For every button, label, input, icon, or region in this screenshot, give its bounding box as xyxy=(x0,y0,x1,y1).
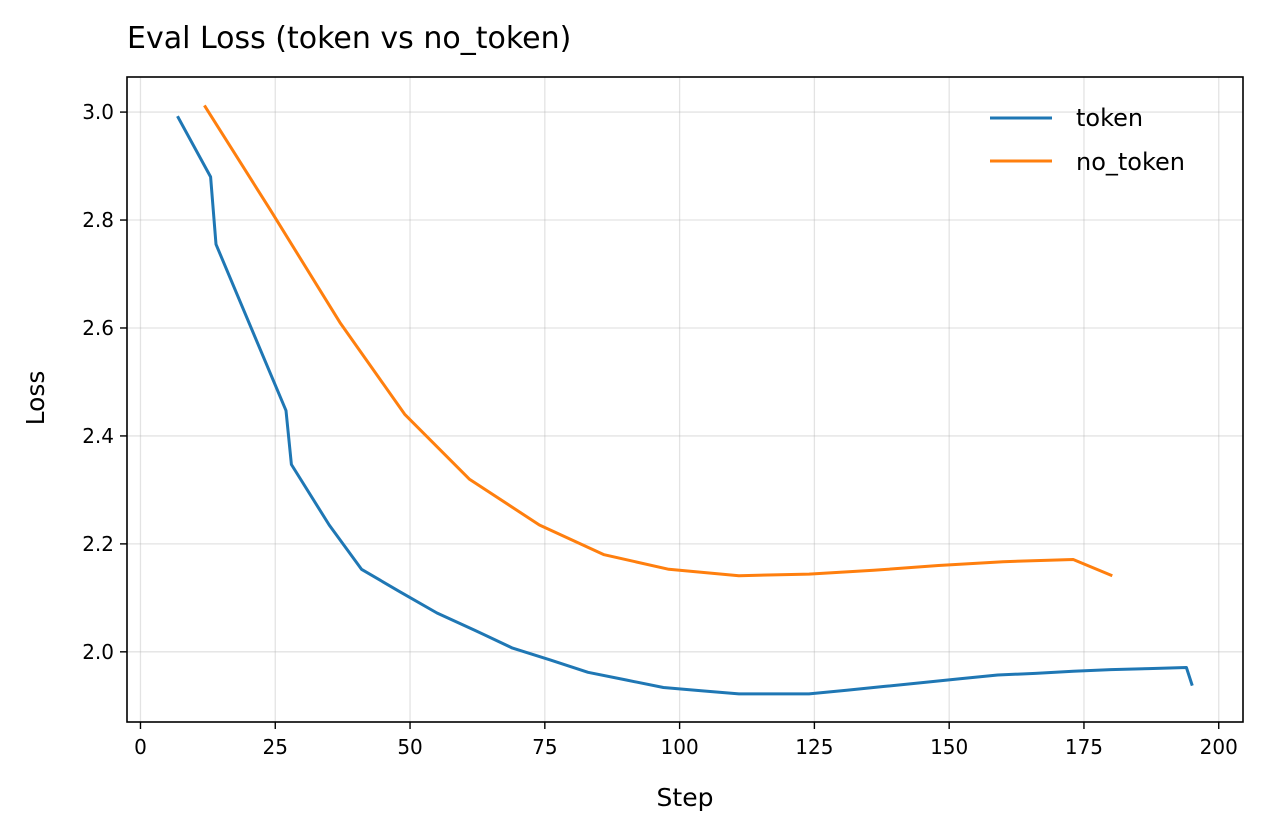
y-tick-label: 2.4 xyxy=(82,424,114,448)
x-tick-label: 25 xyxy=(263,735,288,759)
grid xyxy=(127,77,1243,722)
legend-label-token: token xyxy=(1076,104,1143,132)
y-tick-label: 2.8 xyxy=(82,208,114,232)
y-tick-label: 2.6 xyxy=(82,316,114,340)
y-tick-label: 2.0 xyxy=(82,640,114,664)
x-tick-label: 100 xyxy=(661,735,699,759)
legend-label-no-token: no_token xyxy=(1076,148,1185,176)
y-axis-label: Loss xyxy=(21,371,50,426)
series-lines xyxy=(176,104,1194,696)
legend: token no_token xyxy=(990,104,1185,176)
x-tick-label: 0 xyxy=(134,735,147,759)
x-tick-label: 200 xyxy=(1200,735,1238,759)
x-tick-label: 50 xyxy=(397,735,422,759)
series-line-token xyxy=(176,115,1194,696)
y-tick-label: 2.2 xyxy=(82,532,114,556)
chart-title: Eval Loss (token vs no_token) xyxy=(127,21,571,56)
series-line-no-token xyxy=(203,104,1113,578)
axis-ticks: 0 25 50 75 100 125 150 175 200 2.0 2.2 2.4 2.6 2.8 3.0 xyxy=(82,100,1238,759)
x-tick-label: 75 xyxy=(532,735,557,759)
x-tick-label: 175 xyxy=(1065,735,1103,759)
x-axis-label: Step xyxy=(657,783,714,812)
x-tick-label: 150 xyxy=(930,735,968,759)
plot-area-frame xyxy=(126,76,1244,723)
x-tick-label: 125 xyxy=(795,735,833,759)
y-tick-label: 3.0 xyxy=(82,100,114,124)
